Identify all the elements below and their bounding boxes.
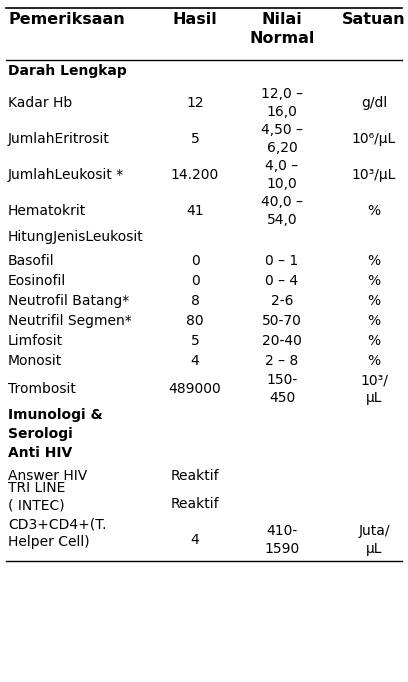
Text: 410-
1590: 410- 1590: [264, 524, 299, 556]
Text: Reaktif: Reaktif: [171, 497, 220, 511]
Text: Juta/
μL: Juta/ μL: [358, 524, 390, 556]
Text: Darah Lengkap: Darah Lengkap: [8, 64, 127, 78]
Text: 4,50 –
6,20: 4,50 – 6,20: [261, 123, 303, 155]
Text: %: %: [368, 314, 381, 328]
Text: 8: 8: [191, 294, 200, 308]
Text: Limfosit: Limfosit: [8, 334, 63, 348]
Text: Neutrofil Batang*: Neutrofil Batang*: [8, 294, 129, 308]
Text: 12,0 –
16,0: 12,0 – 16,0: [261, 87, 303, 119]
Text: 0 – 4: 0 – 4: [266, 274, 299, 288]
Text: Nilai
Normal: Nilai Normal: [249, 12, 315, 46]
Text: 0: 0: [191, 254, 200, 268]
Text: 14.200: 14.200: [171, 168, 219, 182]
Text: HitungJenisLeukosit: HitungJenisLeukosit: [8, 230, 144, 244]
Text: 50-70: 50-70: [262, 314, 302, 328]
Text: 12: 12: [186, 96, 204, 110]
Text: %: %: [368, 354, 381, 368]
Text: 4,0 –
10,0: 4,0 – 10,0: [266, 160, 299, 191]
Text: 2-6: 2-6: [271, 294, 293, 308]
Text: Eosinofil: Eosinofil: [8, 274, 66, 288]
Text: 10³/
μL: 10³/ μL: [360, 373, 388, 404]
Text: Anti HIV: Anti HIV: [8, 446, 72, 460]
Text: 2 – 8: 2 – 8: [265, 354, 299, 368]
Text: Hematokrit: Hematokrit: [8, 204, 86, 218]
Text: 4: 4: [191, 533, 200, 547]
Text: 40,0 –
54,0: 40,0 – 54,0: [261, 195, 303, 226]
Text: %: %: [368, 274, 381, 288]
Text: 10³/μL: 10³/μL: [352, 168, 396, 182]
Text: Hasil: Hasil: [173, 12, 217, 27]
Text: Satuan: Satuan: [342, 12, 406, 27]
Text: 10⁶/μL: 10⁶/μL: [352, 132, 396, 146]
Text: %: %: [368, 334, 381, 348]
Text: 5: 5: [191, 132, 200, 146]
Text: Reaktif: Reaktif: [171, 469, 220, 483]
Text: JumlahEritrosit: JumlahEritrosit: [8, 132, 110, 146]
Text: Answer HIV: Answer HIV: [8, 469, 87, 483]
Text: Monosit: Monosit: [8, 354, 62, 368]
Text: 4: 4: [191, 354, 200, 368]
Text: CD3+CD4+(T.
Helper Cell): CD3+CD4+(T. Helper Cell): [8, 518, 106, 548]
Text: 0: 0: [191, 274, 200, 288]
Text: 0 – 1: 0 – 1: [265, 254, 299, 268]
Text: 20-40: 20-40: [262, 334, 302, 348]
Text: Basofil: Basofil: [8, 254, 55, 268]
Text: Pemeriksaan: Pemeriksaan: [8, 12, 125, 27]
Text: %: %: [368, 254, 381, 268]
Text: JumlahLeukosit *: JumlahLeukosit *: [8, 168, 124, 182]
Text: Serologi: Serologi: [8, 427, 73, 441]
Text: 150-
450: 150- 450: [266, 373, 297, 404]
Text: %: %: [368, 204, 381, 218]
Text: TRI LINE
( INTEC): TRI LINE ( INTEC): [8, 481, 65, 513]
Text: Neutrifil Segmen*: Neutrifil Segmen*: [8, 314, 132, 328]
Text: 80: 80: [186, 314, 204, 328]
Text: Imunologi &: Imunologi &: [8, 408, 103, 422]
Text: Trombosit: Trombosit: [8, 382, 76, 396]
Text: g/dl: g/dl: [361, 96, 387, 110]
Text: 41: 41: [186, 204, 204, 218]
Text: 489000: 489000: [169, 382, 222, 396]
Text: Kadar Hb: Kadar Hb: [8, 96, 72, 110]
Text: %: %: [368, 294, 381, 308]
Text: 5: 5: [191, 334, 200, 348]
